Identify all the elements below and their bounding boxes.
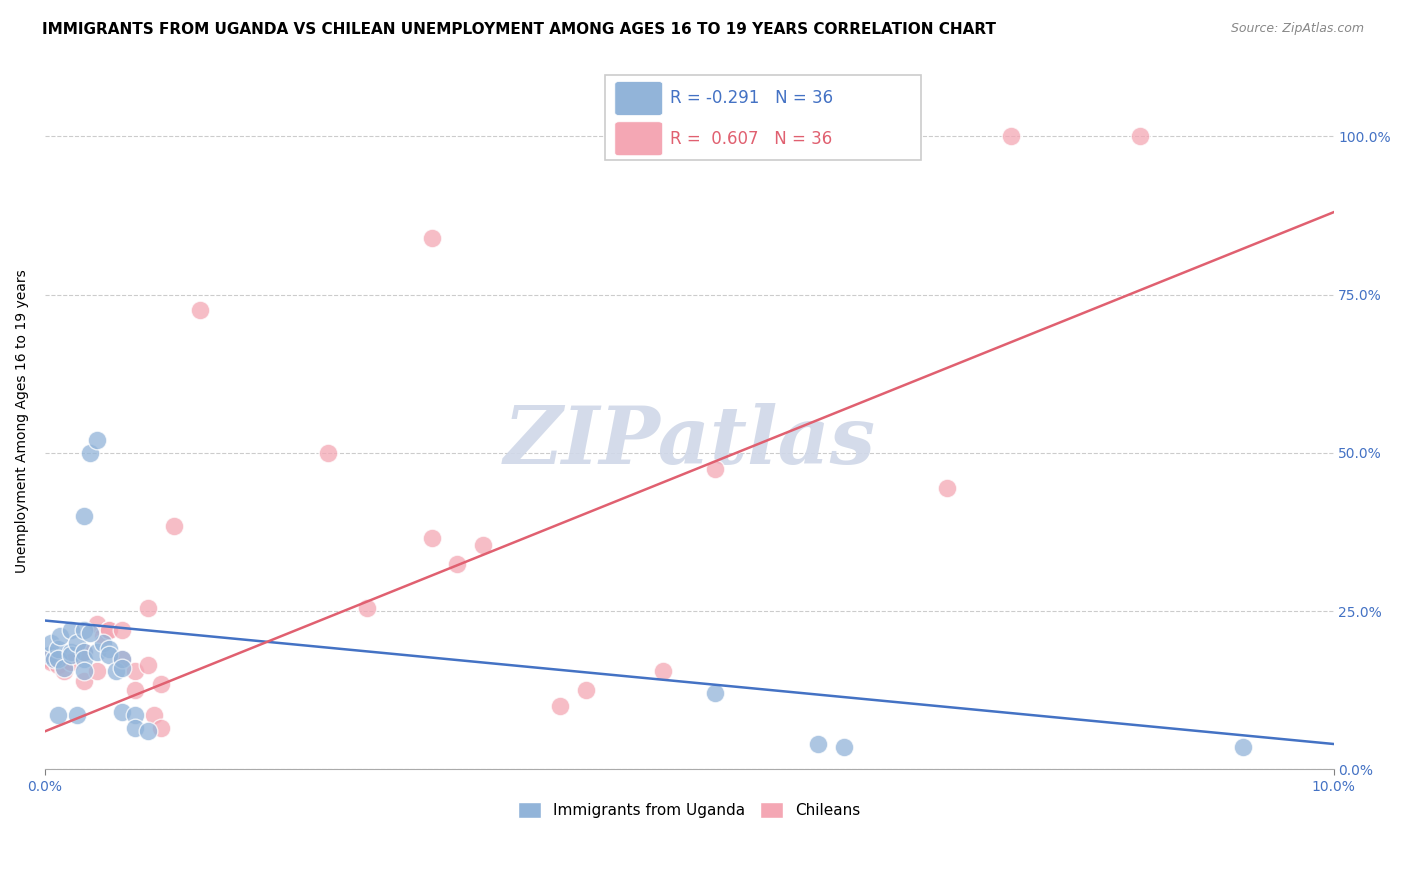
Point [41,655,63,669]
Point [936,481,959,495]
Point [38,651,60,665]
Point [46,651,69,665]
Point [49,629,72,643]
Point [652,664,675,678]
Point [59,648,82,663]
Point [66,636,89,650]
Text: ZIPatlas: ZIPatlas [503,403,876,481]
Point [163,518,186,533]
Point [124,721,146,735]
Point [472,538,495,552]
Point [149,721,172,735]
Point [1129,129,1152,144]
Point [149,677,172,691]
Point [446,557,468,571]
Point [807,737,830,751]
Point [318,446,340,460]
Point [86,664,108,678]
Point [124,708,146,723]
Point [111,651,134,665]
Point [98,623,121,637]
Point [72,664,94,678]
Point [136,600,159,615]
Point [46,657,69,672]
Text: Source: ZipAtlas.com: Source: ZipAtlas.com [1230,22,1364,36]
Point [91,629,114,643]
Point [98,648,121,663]
Point [111,623,134,637]
Point [1000,129,1022,144]
Y-axis label: Unemployment Among Ages 16 to 19 years: Unemployment Among Ages 16 to 19 years [15,269,30,573]
Point [136,724,159,739]
Point [46,642,69,657]
Point [86,645,108,659]
Point [72,645,94,659]
Point [356,600,378,615]
Legend: Immigrants from Uganda, Chileans: Immigrants from Uganda, Chileans [512,797,868,824]
Point [104,664,127,678]
Point [143,708,166,723]
Point [72,651,94,665]
Point [420,230,443,244]
Point [188,303,211,318]
Text: IMMIGRANTS FROM UGANDA VS CHILEAN UNEMPLOYMENT AMONG AGES 16 TO 19 YEARS CORRELA: IMMIGRANTS FROM UGANDA VS CHILEAN UNEMPL… [42,22,997,37]
Point [111,661,134,675]
Point [59,655,82,669]
Point [72,673,94,688]
Point [53,661,76,675]
Point [111,651,134,665]
Point [1232,740,1254,755]
Point [41,636,63,650]
Point [420,531,443,545]
Point [72,623,94,637]
Point [86,616,108,631]
Point [79,626,101,640]
Point [38,648,60,663]
Point [72,509,94,524]
Point [46,708,69,723]
Point [832,740,855,755]
Point [72,645,94,659]
Point [86,433,108,447]
Point [550,698,572,713]
Point [124,683,146,698]
Point [98,642,121,657]
Point [136,657,159,672]
Point [111,706,134,720]
Point [704,686,727,700]
Point [59,645,82,659]
Point [66,708,89,723]
Point [42,651,65,665]
Text: R =  0.607   N = 36: R = 0.607 N = 36 [669,129,832,148]
Point [91,636,114,650]
Point [59,623,82,637]
Point [53,664,76,678]
Point [704,461,727,475]
Text: R = -0.291   N = 36: R = -0.291 N = 36 [669,89,832,108]
Point [575,683,598,698]
Point [79,446,101,460]
Point [124,664,146,678]
Point [98,623,121,637]
